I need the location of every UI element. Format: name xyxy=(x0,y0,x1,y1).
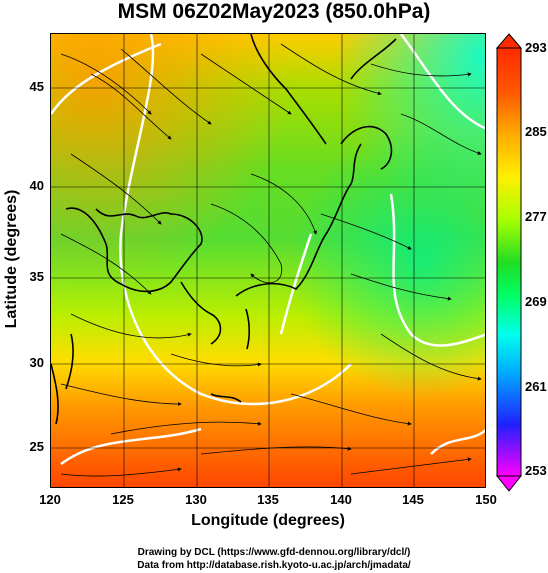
colorbar-tick-label: 293 xyxy=(525,40,547,55)
graticule xyxy=(51,34,485,487)
y-tick-label: 40 xyxy=(29,178,44,193)
map-plot-area xyxy=(50,33,486,488)
coastlines xyxy=(51,34,397,425)
colorbar-tick-label: 277 xyxy=(525,209,547,224)
y-tick-label: 35 xyxy=(29,269,44,284)
colorbar-min-arrow xyxy=(496,475,522,492)
y-axis-label: Latitude (degrees) xyxy=(3,189,20,329)
x-axis-label: Longitude (degrees) xyxy=(191,512,345,529)
map-svg xyxy=(51,34,485,487)
colorbar xyxy=(496,33,522,492)
credit-line-dcl: Drawing by DCL (https://www.gfd-dennou.o… xyxy=(137,547,411,558)
colorbar-tick-label: 285 xyxy=(525,124,547,139)
y-tick-label: 25 xyxy=(29,439,44,454)
colorbar-scale xyxy=(496,47,522,477)
x-tick-label: 145 xyxy=(402,492,424,507)
x-tick-label: 125 xyxy=(112,492,134,507)
x-tick-label: 130 xyxy=(185,492,207,507)
x-tick-label: 150 xyxy=(475,492,497,507)
colorbar-tick-label: 261 xyxy=(525,379,547,394)
x-tick-label: 120 xyxy=(39,492,61,507)
x-tick-label: 135 xyxy=(257,492,279,507)
credit-line-data-source: Data from http://database.rish.kyoto-u.a… xyxy=(137,560,411,571)
y-tick-label: 45 xyxy=(29,79,44,94)
chart-title: MSM 06Z02May2023 (850.0hPa) xyxy=(117,0,431,23)
y-tick-label: 30 xyxy=(29,355,44,370)
x-tick-label: 140 xyxy=(330,492,352,507)
wind-streamlines xyxy=(60,43,482,477)
colorbar-max-arrow xyxy=(496,33,522,49)
isotherm-lines xyxy=(51,34,485,466)
colorbar-tick-label: 269 xyxy=(525,294,547,309)
colorbar-tick-label: 253 xyxy=(525,463,547,478)
